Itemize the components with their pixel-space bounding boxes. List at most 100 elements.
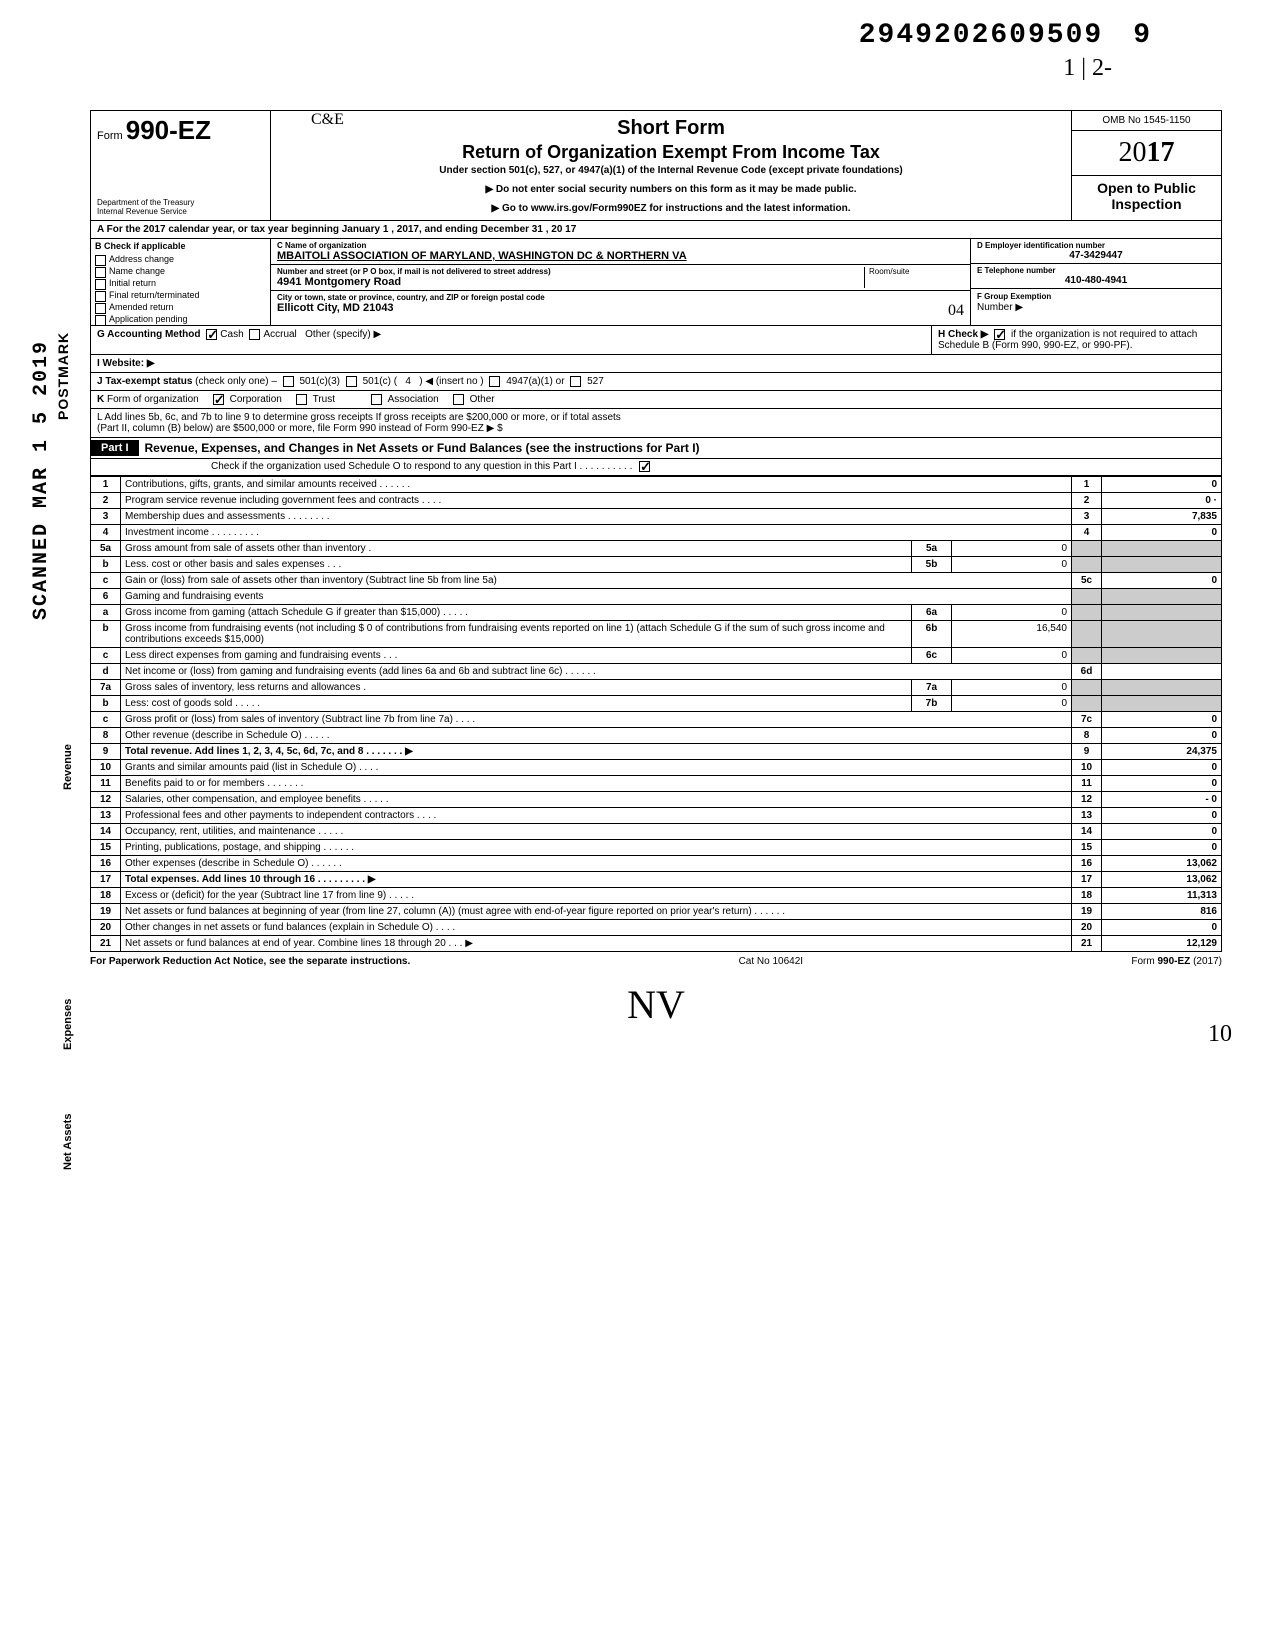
addr-label: Number and street (or P O box, if mail i…	[277, 267, 864, 276]
table-row: bLess: cost of goods sold . . . . .7b0	[91, 695, 1222, 711]
line-desc: Grants and similar amounts paid (list in…	[121, 759, 1072, 775]
mid-num: 6a	[912, 604, 952, 620]
table-row: 7aGross sales of inventory, less returns…	[91, 679, 1222, 695]
table-row: 19Net assets or fund balances at beginni…	[91, 903, 1222, 919]
r-num-shade	[1072, 679, 1102, 695]
room-label: Room/suite	[869, 267, 909, 276]
check-501c3[interactable]	[283, 376, 294, 387]
check-schedule-o[interactable]	[639, 461, 650, 472]
line-number: 6	[91, 588, 121, 604]
table-row: aGross income from gaming (attach Schedu…	[91, 604, 1222, 620]
footer-center: Cat No 10642I	[739, 956, 804, 967]
d-label: D Employer identification number	[977, 241, 1215, 250]
hand-04: 04	[948, 302, 964, 320]
r-val: 0	[1102, 711, 1222, 727]
r-num: 20	[1072, 919, 1102, 935]
d-value: 47-3429447	[977, 250, 1215, 261]
line-number: 20	[91, 919, 121, 935]
side-expenses: Expenses	[62, 999, 74, 1050]
r-num: 4	[1072, 524, 1102, 540]
table-row: cGross profit or (loss) from sales of in…	[91, 711, 1222, 727]
r-num: 2	[1072, 492, 1102, 508]
check-address-change[interactable]: Address change	[91, 253, 270, 265]
r-num-shade	[1072, 556, 1102, 572]
r-num: 1	[1072, 476, 1102, 492]
line-number: 15	[91, 839, 121, 855]
line-number: 19	[91, 903, 121, 919]
check-527[interactable]	[570, 376, 581, 387]
r-num: 5c	[1072, 572, 1102, 588]
check-association[interactable]	[371, 394, 382, 405]
check-cash[interactable]	[206, 329, 217, 340]
table-row: cLess direct expenses from gaming and fu…	[91, 647, 1222, 663]
check-4947[interactable]	[489, 376, 500, 387]
h-label: H Check ▶	[938, 329, 988, 340]
ce-scribble: C&E	[311, 111, 344, 129]
r-num: 21	[1072, 935, 1102, 951]
check-trust[interactable]	[296, 394, 307, 405]
check-amended-return[interactable]: Amended return	[91, 301, 270, 313]
e-cell: E Telephone number 410-480-4941	[971, 264, 1221, 289]
form-label: Form	[97, 130, 123, 142]
r-num: 16	[1072, 855, 1102, 871]
table-row: 2Program service revenue including gover…	[91, 492, 1222, 508]
table-row: 15Printing, publications, postage, and s…	[91, 839, 1222, 855]
table-row: 14Occupancy, rent, utilities, and mainte…	[91, 823, 1222, 839]
line-number: b	[91, 695, 121, 711]
check-application-pending[interactable]: Application pending	[91, 313, 270, 325]
line-number: 7a	[91, 679, 121, 695]
f-value: Number ▶	[977, 302, 1023, 313]
side-envelope: POSTMARK	[55, 332, 71, 420]
check-initial-return[interactable]: Initial return	[91, 277, 270, 289]
check-final-return[interactable]: Final return/terminated	[91, 289, 270, 301]
c-value: MBAITOLI ASSOCIATION OF MARYLAND, WASHIN…	[277, 250, 964, 262]
line-number: c	[91, 572, 121, 588]
line-desc: Other expenses (describe in Schedule O) …	[121, 855, 1072, 871]
line-desc: Other changes in net assets or fund bala…	[121, 919, 1072, 935]
check-h[interactable]	[994, 329, 1005, 340]
r-val-shade	[1102, 556, 1222, 572]
accrual-label: Accrual	[263, 329, 296, 340]
handwritten-top: 1 | 2-	[1063, 55, 1112, 82]
line-number: 2	[91, 492, 121, 508]
header-left: Form 990-EZ Department of the Treasury I…	[91, 111, 271, 220]
mid-num: 5b	[912, 556, 952, 572]
check-501c[interactable]	[346, 376, 357, 387]
addr-cell: Number and street (or P O box, if mail i…	[271, 265, 970, 291]
r-val: 11,313	[1102, 887, 1222, 903]
r-num: 14	[1072, 823, 1102, 839]
d-cell: D Employer identification number 47-3429…	[971, 239, 1221, 264]
main-title: Return of Organization Exempt From Incom…	[281, 142, 1061, 163]
bottom-scribble: 10	[1208, 1021, 1232, 1048]
line-desc: Professional fees and other payments to …	[121, 807, 1072, 823]
lines-table: 1Contributions, gifts, grants, and simil…	[90, 476, 1222, 952]
r-num: 9	[1072, 743, 1102, 759]
check-other-org[interactable]	[453, 394, 464, 405]
year-prefix: 20	[1119, 137, 1147, 168]
arrow-line-1: ▶ Do not enter social security numbers o…	[281, 184, 1061, 195]
r-num: 11	[1072, 775, 1102, 791]
cash-label: Cash	[220, 329, 243, 340]
r-val-shade	[1102, 540, 1222, 556]
r-val: 0	[1102, 775, 1222, 791]
line-desc: Less: cost of goods sold . . . . .	[121, 695, 912, 711]
mid-val: 0	[952, 556, 1072, 572]
row-l: L Add lines 5b, 6c, and 7b to line 9 to …	[90, 409, 1222, 438]
line-number: a	[91, 604, 121, 620]
check-accrual[interactable]	[249, 329, 260, 340]
side-netassets: Net Assets	[62, 1114, 74, 1170]
check-name-change[interactable]: Name change	[91, 265, 270, 277]
table-row: 4Investment income . . . . . . . . .40	[91, 524, 1222, 540]
table-row: 21Net assets or fund balances at end of …	[91, 935, 1222, 951]
r-val: - 0	[1102, 791, 1222, 807]
check-corporation[interactable]	[213, 394, 224, 405]
r-val-shade	[1102, 620, 1222, 647]
line-number: 21	[91, 935, 121, 951]
side-revenue: Revenue	[62, 744, 74, 790]
mid-num: 7b	[912, 695, 952, 711]
line-number: 17	[91, 871, 121, 887]
line-number: 4	[91, 524, 121, 540]
r-val: 12,129	[1102, 935, 1222, 951]
initials: NV	[90, 981, 1222, 1028]
r-num: 3	[1072, 508, 1102, 524]
